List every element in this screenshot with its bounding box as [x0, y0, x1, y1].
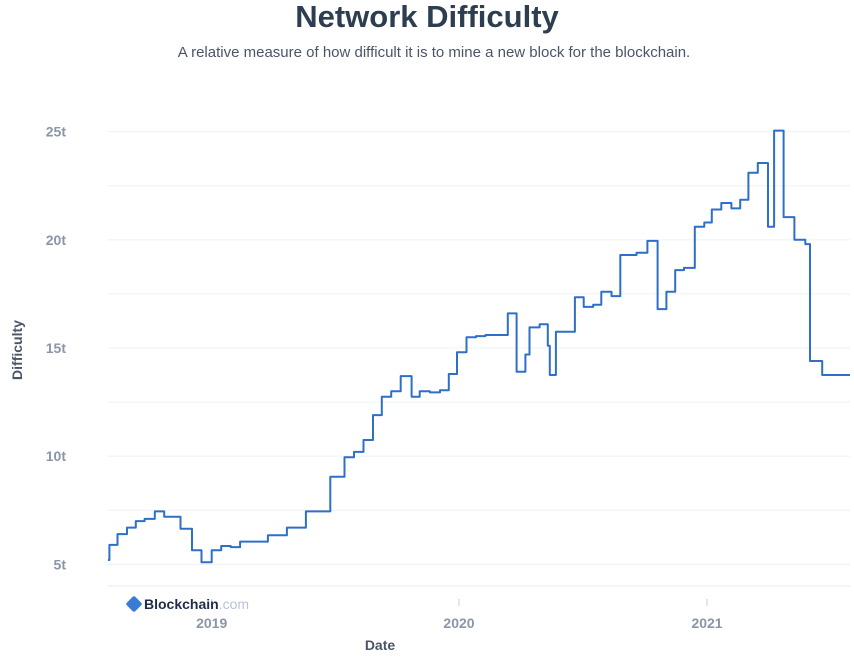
grid-lines [108, 131, 850, 565]
x-tick-label: 2019 [196, 615, 227, 631]
blockchain-logo-icon [125, 595, 143, 613]
y-tick-label: 25t [46, 124, 67, 140]
x-axis-label: Date [365, 637, 396, 653]
x-tick-label: 2021 [691, 615, 722, 631]
blockchain-logo: Blockchain .com [125, 595, 250, 613]
y-tick-label: 15t [46, 340, 67, 356]
y-tick-label: 10t [46, 448, 67, 464]
y-axis-ticks: 5t 10t 15t 20t 25t [46, 124, 67, 573]
logo-name: Blockchain [144, 596, 219, 612]
x-axis-ticks: 2019 2020 2021 [196, 599, 723, 631]
series-line-difficulty [108, 129, 850, 564]
y-axis-label: Difficulty [9, 320, 25, 380]
y-tick-label: 20t [46, 232, 67, 248]
y-tick-label: 5t [54, 556, 67, 572]
chart-title: Network Difficulty [295, 0, 559, 34]
logo-suffix: .com [218, 596, 250, 612]
x-tick-label: 2020 [443, 615, 474, 631]
chart-subtitle: A relative measure of how difficult it i… [177, 44, 691, 61]
